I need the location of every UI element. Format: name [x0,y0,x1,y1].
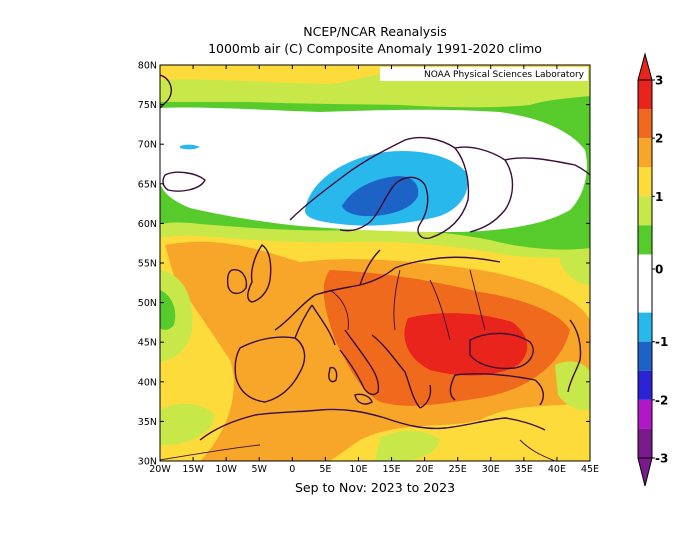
colorbar-label: 3 [655,74,663,88]
coastlines [160,74,590,461]
colorbar-segment [638,399,652,429]
lat-tick-label: 75N [138,100,157,111]
colorbar-segment [638,341,652,371]
colorbar-top-arrow [637,52,653,81]
field-cold-dark [342,176,419,217]
anomaly-field [160,65,590,461]
lon-tick-label: 5W [252,464,268,475]
lon-tick-label: 20E [416,464,434,475]
colorbar: 3 2 1 0 -1 -2 -3 [637,52,668,487]
colorbar-label: 0 [655,263,663,277]
lon-tick-label: 10W [215,464,237,475]
colorbar-segment [638,283,652,313]
lat-tick-label: 45N [138,338,157,349]
colorbar-segment [638,428,652,458]
map-title-line-2: 1000mb air (C) Composite Anomaly 1991-20… [208,41,542,56]
field-south-atlantic [160,403,215,445]
colorbar-segment [638,138,652,168]
colorbar-label: -3 [655,452,668,466]
lon-tick-label: 15E [382,464,400,475]
lat-tick-label: 70N [138,140,157,151]
lon-tick-label: 10E [349,464,367,475]
lat-tick-label: 80N [138,61,157,72]
credit-label: NOAA Physical Sciences Laboratory [424,70,585,80]
lon-tick-label: 40E [548,464,566,475]
credit-box [380,67,588,81]
colorbar-segment [638,80,652,110]
lon-tick-label: 45E [581,464,599,475]
lat-tick-label: 65N [138,179,157,190]
sicily [354,393,373,405]
colorbar-segment [638,196,652,226]
lat-tick-label: 40N [138,377,157,388]
field-cold-patch [180,144,200,150]
map-subtitle: Sep to Nov: 2023 to 2023 [294,480,456,495]
colorbar-segment [638,225,652,255]
colorbar-segment [638,254,652,284]
lat-tick-label: 60N [138,219,157,230]
lon-tick-label: 15W [182,464,204,475]
field-red [404,313,528,376]
longitude-axis: 20W 15W 10W 5W 0 5E 10E 15E 20E 25E 30E 35E 40E 45E [149,65,599,475]
lon-tick-label: 20W [149,464,171,475]
field-caspian [555,361,590,411]
lon-tick-label: 25E [449,464,467,475]
lat-tick-label: 55N [138,259,157,270]
lon-tick-label: 5E [319,464,331,475]
colorbar-segment [638,370,652,400]
colorbar-segment [638,312,652,342]
sardinia [328,366,338,383]
ireland [226,269,248,295]
field-russia [560,248,590,285]
map-title-line-1: NCEP/NCAR Reanalysis [303,24,447,39]
great-britain [247,244,272,303]
colorbar-label: 1 [655,190,663,204]
black-sea [469,332,534,370]
colorbar-label: 2 [655,132,663,146]
field-west-atlantic-green [160,290,176,330]
field-west-atlantic [160,270,193,362]
lon-tick-label: 0 [289,464,295,475]
lon-tick-label: 35E [515,464,533,475]
iceland [162,171,206,192]
lon-tick-label: 30E [482,464,500,475]
colorbar-bottom-arrow [637,457,653,487]
colorbar-label: -1 [655,335,668,349]
colorbar-segment [638,109,652,139]
latitude-axis: 80N 75N 70N 65N 60N 55N 50N 45N 40N 35N 30N [138,61,590,468]
iberia [234,336,306,403]
lat-tick-label: 30N [138,457,157,468]
lat-tick-label: 35N [138,417,157,428]
lat-tick-label: 50N [138,298,157,309]
field-libya [375,430,440,461]
colorbar-segment [638,167,652,197]
colorbar-label: -2 [655,393,668,407]
